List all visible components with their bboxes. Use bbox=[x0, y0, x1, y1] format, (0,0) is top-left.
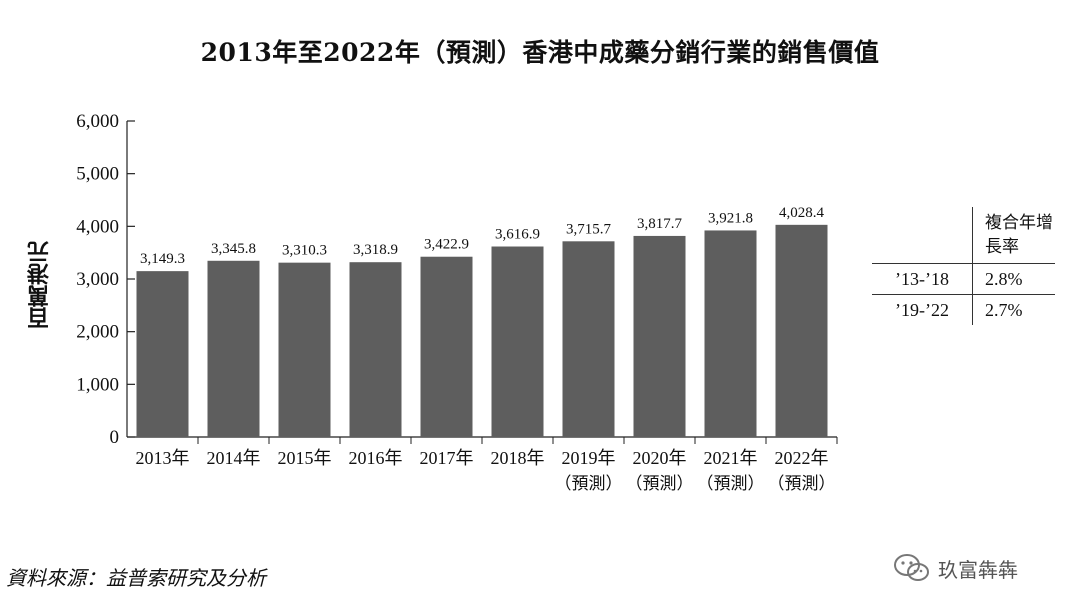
bar bbox=[278, 262, 331, 437]
bar bbox=[775, 224, 828, 437]
bar-value-label: 4,028.4 bbox=[779, 205, 825, 221]
labels: 0 1,000 2,000 3,000 4,000 5,000 6,000 3,149.3 20… bbox=[76, 111, 835, 493]
cagr-header-row: 複合年增長率 bbox=[872, 207, 1055, 264]
cagr-table: 複合年增長率 ’13-’18 2.8% ’19-’22 2.7% bbox=[872, 207, 1055, 325]
watermark-text: 玖富犇犇 bbox=[938, 557, 1018, 582]
cagr-period: ’13-’18 bbox=[872, 263, 973, 295]
cagr-row: ’13-’18 2.8% bbox=[872, 263, 1055, 295]
bar bbox=[562, 241, 615, 437]
cagr-row: ’19-’22 2.7% bbox=[872, 294, 1055, 325]
x-tick-label: 2018年 bbox=[491, 448, 545, 468]
x-tick-label: 2017年 bbox=[420, 448, 474, 468]
y-tick-label: 1,000 bbox=[76, 374, 119, 395]
x-tick-label: 2022年 bbox=[775, 448, 829, 468]
bar-value-label: 3,310.3 bbox=[282, 243, 327, 259]
bar bbox=[207, 260, 260, 437]
cagr-value: 2.7% bbox=[985, 299, 1023, 320]
y-tick-label: 4,000 bbox=[76, 216, 119, 237]
source-note: 資料來源：益普索研究及分析 bbox=[6, 566, 266, 590]
wechat-icon bbox=[894, 554, 929, 581]
bars bbox=[136, 224, 828, 437]
x-tick-label: 2019年 bbox=[562, 448, 616, 468]
bar bbox=[491, 246, 544, 437]
x-tick-label: 2016年 bbox=[349, 448, 403, 468]
bar-value-label: 3,318.9 bbox=[353, 242, 398, 258]
y-tick-label: 6,000 bbox=[76, 111, 119, 132]
x-tick-sublabel: （預測） bbox=[697, 474, 765, 493]
y-tick-label: 2,000 bbox=[76, 322, 119, 343]
bar-value-label: 3,921.8 bbox=[708, 210, 753, 226]
x-tick-label: 2014年 bbox=[207, 448, 261, 468]
x-tick-sublabel: （預測） bbox=[768, 474, 836, 493]
chart-title: 2013年至2022年（預測）香港中成藥分銷行業的銷售價值 bbox=[200, 38, 880, 67]
cagr-header: 複合年增長率 bbox=[985, 213, 1053, 257]
bar-value-label: 3,422.9 bbox=[424, 237, 469, 253]
y-tick-label: 3,000 bbox=[76, 269, 119, 290]
bar bbox=[349, 262, 402, 437]
bar bbox=[420, 256, 473, 437]
x-tick-label: 2015年 bbox=[278, 448, 332, 468]
bar bbox=[136, 271, 189, 437]
x-tick-sublabel: （預測） bbox=[626, 474, 694, 493]
cagr-value: 2.8% bbox=[972, 263, 1055, 295]
y-tick-label: 0 bbox=[110, 427, 120, 448]
x-tick-label: 2021年 bbox=[704, 448, 758, 468]
bar bbox=[704, 230, 757, 437]
bar-value-label: 3,345.8 bbox=[211, 241, 256, 257]
x-tick-label: 2020年 bbox=[633, 448, 687, 468]
cagr-period: ’19-’22 bbox=[872, 294, 973, 325]
x-tick-label: 2013年 bbox=[136, 448, 190, 468]
bar-value-label: 3,149.3 bbox=[140, 251, 185, 267]
y-tick-label: 5,000 bbox=[76, 164, 119, 185]
bar-value-label: 3,616.9 bbox=[495, 227, 540, 243]
bar-value-label: 3,817.7 bbox=[637, 216, 683, 232]
bar bbox=[633, 235, 686, 437]
watermark: 玖富犇犇 bbox=[892, 552, 1018, 584]
x-tick-sublabel: （預測） bbox=[555, 474, 623, 493]
bar-value-label: 3,715.7 bbox=[566, 221, 612, 237]
